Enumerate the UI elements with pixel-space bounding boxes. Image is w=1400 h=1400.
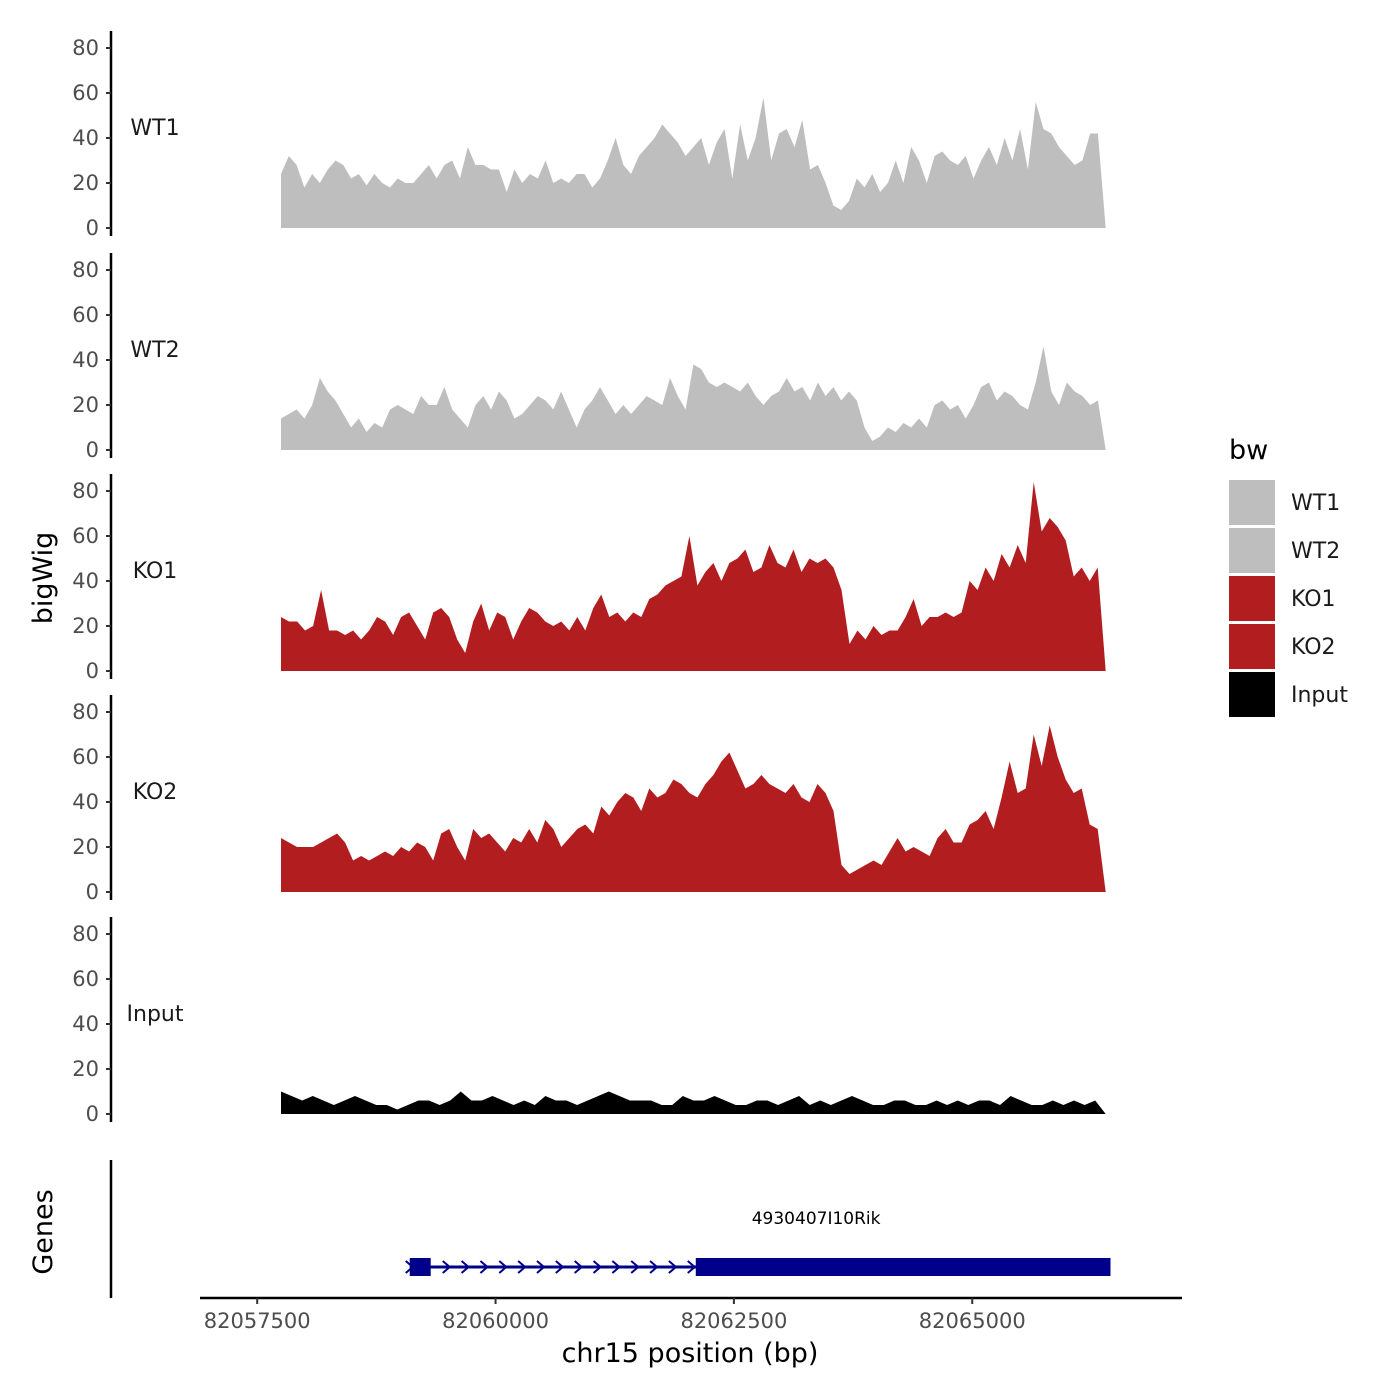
- coverage-area-wt1: [281, 97, 1106, 228]
- coverage-area-wt2: [281, 346, 1106, 450]
- y-tick-label: 40: [72, 348, 99, 372]
- x-tick-label: 82057500: [204, 1309, 311, 1333]
- legend-label: WT2: [1291, 539, 1340, 564]
- track-ko2: 0 20 40 60 80 KO2: [72, 695, 1106, 904]
- y-tick-label: 60: [72, 303, 99, 327]
- y-tick-label: 0: [86, 216, 99, 240]
- y-axis-title: bigWig: [28, 532, 59, 625]
- legend-title: bw: [1229, 435, 1268, 466]
- strand-arrow: [442, 1260, 452, 1274]
- strand-arrow: [555, 1260, 565, 1274]
- y-tick-label: 80: [72, 36, 99, 60]
- strand-arrow: [574, 1260, 584, 1274]
- gene-name-label: 4930407I10Rik: [752, 1209, 881, 1229]
- track-label: Input: [127, 1002, 184, 1027]
- y-tick-label: 80: [72, 258, 99, 282]
- genes-layer: 4930407I10Rik: [109, 1160, 1111, 1298]
- track-label: KO2: [133, 780, 178, 805]
- track-wt1: 0 20 40 60 80 WT1: [72, 31, 1106, 240]
- coverage-area-input: [281, 1091, 1106, 1114]
- strand-arrow: [630, 1260, 640, 1274]
- legend-swatch-wt2: [1229, 528, 1275, 573]
- x-axis-title: chr15 position (bp): [562, 1338, 819, 1369]
- y-tick-label: 80: [72, 479, 99, 503]
- genes-axis-title: Genes: [28, 1189, 59, 1274]
- track-input: 0 20 40 60 80 Input: [72, 917, 1106, 1126]
- gene-exon: [695, 1258, 1111, 1276]
- y-tick-label: 0: [86, 659, 99, 683]
- legend-label: KO1: [1291, 587, 1336, 612]
- legend-swatch-ko1: [1229, 576, 1275, 621]
- y-tick-label: 80: [72, 700, 99, 724]
- y-tick-label: 0: [86, 1102, 99, 1126]
- track-wt2: 0 20 40 60 80 WT2: [72, 253, 1106, 462]
- y-tick-label: 20: [72, 835, 99, 859]
- strand-arrow: [592, 1260, 603, 1274]
- gene-exon: [409, 1258, 431, 1276]
- legend-label: KO2: [1291, 635, 1336, 660]
- x-axis: 82057500 82060000 82062500 82065000: [200, 1296, 1182, 1333]
- y-tick-label: 60: [72, 81, 99, 105]
- coverage-area-ko2: [281, 725, 1106, 892]
- legend-swatch-ko2: [1229, 624, 1275, 669]
- strand-arrow: [649, 1260, 659, 1274]
- coverage-area-ko1: [281, 482, 1106, 671]
- legend-swatch-input: [1229, 672, 1275, 717]
- legend-swatch-wt1: [1229, 480, 1275, 525]
- strand-arrow: [611, 1260, 621, 1274]
- strand-arrow: [460, 1260, 471, 1274]
- track-ko1: 0 20 40 60 80 KO1: [72, 474, 1106, 683]
- y-tick-label: 20: [72, 171, 99, 195]
- strand-arrow: [668, 1260, 678, 1274]
- y-tick-label: 40: [72, 569, 99, 593]
- y-tick-label: 20: [72, 1057, 99, 1081]
- x-tick-label: 82062500: [680, 1309, 787, 1333]
- x-tick-label: 82065000: [919, 1309, 1026, 1333]
- track-label: KO1: [133, 559, 178, 584]
- strand-arrow: [517, 1260, 527, 1274]
- y-tick-label: 80: [72, 922, 99, 946]
- x-tick-label: 82060000: [442, 1309, 549, 1333]
- y-tick-label: 40: [72, 126, 99, 150]
- tracks-layer: 0 20 40 60 80 WT1 0 20 40 60 80 WT2 0 20 40 60 80 KO1 0 20 4…: [72, 31, 1106, 1126]
- legend-label: WT1: [1291, 491, 1340, 516]
- strand-arrow: [479, 1260, 489, 1274]
- y-tick-label: 40: [72, 1012, 99, 1036]
- y-tick-label: 60: [72, 967, 99, 991]
- y-tick-label: 20: [72, 393, 99, 417]
- strand-arrow: [536, 1260, 546, 1274]
- y-tick-label: 60: [72, 745, 99, 769]
- legend-label: Input: [1291, 683, 1348, 708]
- y-tick-label: 20: [72, 614, 99, 638]
- track-label: WT2: [130, 338, 179, 363]
- legend: bw WT1 WT2 KO1 KO2 Input: [1229, 435, 1348, 717]
- y-tick-label: 60: [72, 524, 99, 548]
- y-tick-label: 0: [86, 880, 99, 904]
- strand-arrow: [498, 1260, 508, 1274]
- strand-arrow: [687, 1260, 697, 1274]
- track-label: WT1: [130, 116, 179, 141]
- y-tick-label: 0: [86, 438, 99, 462]
- y-tick-label: 40: [72, 790, 99, 814]
